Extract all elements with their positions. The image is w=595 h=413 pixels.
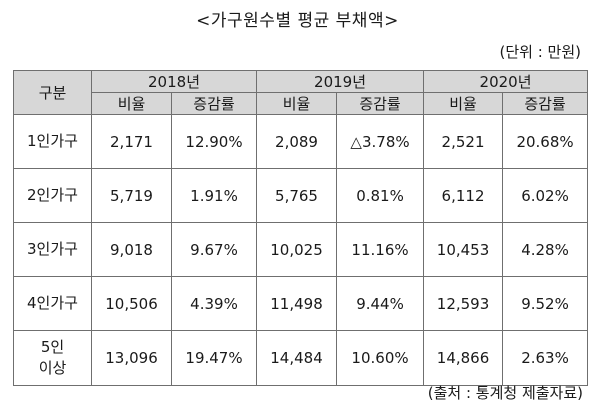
header-row-years: 구분 2018년 2019년 2020년 — [13, 70, 589, 115]
table-cell: 19.47% — [170, 330, 258, 386]
row-category: 1인가구 — [13, 114, 92, 169]
table-cell: 6,112 — [423, 168, 504, 223]
header-row-sub: 비율 증감률 비율 증감률 비율 증감률 — [14, 92, 589, 115]
table-cell: 12,593 — [423, 276, 504, 331]
table-cell: 10.60% — [336, 330, 425, 386]
subheader-change: 증감률 — [170, 92, 258, 115]
table-cell: 20.68% — [502, 114, 589, 169]
table-cell: 2,521 — [423, 114, 504, 169]
debt-table: 구분 2018년 2019년 2020년 비율 증감률 비율 증감률 비율 증감… — [13, 70, 589, 386]
table-cell: 2,089 — [256, 114, 338, 169]
table-cell: 1.91% — [170, 168, 258, 223]
header-year-2018: 2018년 — [90, 70, 258, 93]
header-category: 구분 — [13, 70, 92, 115]
table-cell: 14,866 — [423, 330, 504, 386]
row-category-line1: 5인 — [40, 338, 65, 356]
table-cell: 2,171 — [91, 114, 172, 169]
row-category-line1: 3인가구 — [27, 240, 78, 258]
row-category: 5인 이상 — [13, 330, 92, 386]
table-cell: 10,506 — [91, 276, 172, 331]
row-category: 2인가구 — [13, 168, 92, 223]
subheader-value: 비율 — [256, 92, 338, 115]
table-cell: 11,498 — [256, 276, 338, 331]
table-row: 2인가구 5,719 1.91% 5,765 0.81% 6,112 6.02% — [13, 168, 589, 223]
table-cell: 10,025 — [256, 222, 338, 277]
header-year-2019: 2019년 — [256, 70, 425, 93]
subheader-change: 증감률 — [502, 92, 589, 115]
table-cell: 9.67% — [170, 222, 258, 277]
table-cell: 5,719 — [91, 168, 172, 223]
table-cell: 6.02% — [502, 168, 589, 223]
table-row: 4인가구 10,506 4.39% 11,498 9.44% 12,593 9.… — [13, 276, 589, 331]
table-cell: 10,453 — [423, 222, 504, 277]
subheader-value: 비율 — [423, 92, 504, 115]
table-cell: 14,484 — [256, 330, 338, 386]
row-category-line1: 1인가구 — [27, 132, 78, 150]
row-category-line1: 4인가구 — [27, 294, 78, 312]
table-row: 3인가구 9,018 9.67% 10,025 11.16% 10,453 4.… — [13, 222, 589, 277]
table-cell: 9,018 — [91, 222, 172, 277]
table-cell: △3.78% — [336, 114, 425, 169]
row-category: 4인가구 — [13, 276, 92, 331]
subheader-value: 비율 — [91, 92, 172, 115]
table-cell: 2.63% — [502, 330, 589, 386]
row-category-line1: 2인가구 — [27, 186, 78, 204]
header-year-2020: 2020년 — [423, 70, 589, 93]
table-cell: 4.39% — [170, 276, 258, 331]
table-row: 5인 이상 13,096 19.47% 14,484 10.60% 14,866… — [13, 330, 589, 386]
table-cell: 4.28% — [502, 222, 589, 277]
row-category: 3인가구 — [13, 222, 92, 277]
table-cell: 9.44% — [336, 276, 425, 331]
table-cell: 9.52% — [502, 276, 589, 331]
table-cell: 0.81% — [336, 168, 425, 223]
subheader-change: 증감률 — [336, 92, 425, 115]
row-category-line2: 이상 — [38, 359, 67, 377]
table-cell: 12.90% — [170, 114, 258, 169]
unit-note: (단위 : 만원) — [499, 43, 582, 61]
source-note: (출처 : 통계청 제출자료) — [427, 384, 583, 402]
table-row: 1인가구 2,171 12.90% 2,089 △3.78% 2,521 20.… — [13, 114, 589, 169]
document-title: <가구원수별 평균 부채액> — [196, 11, 399, 31]
table-cell: 11.16% — [336, 222, 425, 277]
table-cell: 13,096 — [91, 330, 172, 386]
table-cell: 5,765 — [256, 168, 338, 223]
